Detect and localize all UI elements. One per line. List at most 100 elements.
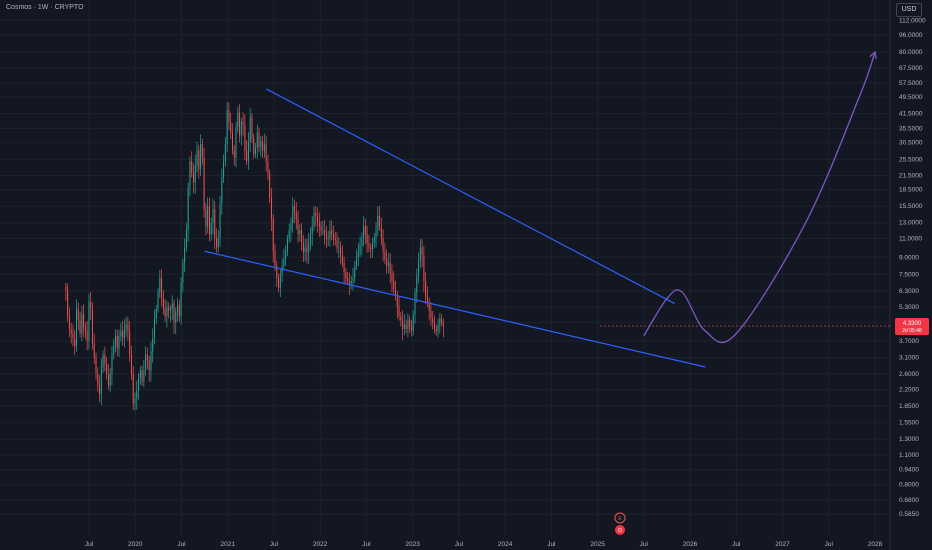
candle-body [306, 247, 308, 253]
candle-body [278, 278, 280, 288]
candle-body [99, 385, 101, 395]
price-tick-label: 35.5000 [899, 125, 923, 132]
price-tick-label: 25.5000 [899, 156, 923, 163]
candle-body [95, 357, 97, 374]
candle-body [370, 247, 372, 250]
candle-body [88, 301, 90, 341]
projection-curve[interactable] [643, 51, 876, 344]
candle-body [125, 324, 127, 329]
candle-body [318, 222, 320, 227]
candle-body [74, 338, 76, 347]
candle-body [325, 234, 327, 239]
candle-body [348, 280, 350, 284]
time-tick-label: Jul [85, 541, 94, 548]
event-marker-label: D [618, 528, 622, 534]
candle-body [393, 280, 395, 290]
candle-body [84, 326, 86, 332]
time-tick-label: Jul [732, 541, 741, 548]
candle-body [329, 230, 331, 239]
candle-body [102, 354, 104, 368]
candle-body [231, 132, 233, 151]
time-tick-label: Jul [455, 541, 464, 548]
candle-body [68, 316, 70, 329]
event-marker-dividend[interactable]: D [615, 525, 625, 535]
candle-body [134, 398, 136, 404]
price-tick-label: 1.1000 [899, 452, 919, 459]
price-tick-label: 1.8500 [899, 403, 919, 410]
candle-body [354, 266, 356, 279]
candle-body [441, 318, 443, 323]
candle-body [91, 308, 93, 344]
candle-body [430, 310, 432, 319]
price-tick-label: 6.3000 [899, 288, 919, 295]
candle-body [327, 238, 329, 240]
price-tick-label: 0.5850 [899, 511, 919, 518]
wedge-upper-trendline[interactable] [265, 88, 675, 305]
candle-body [366, 234, 368, 243]
candle-body [407, 320, 409, 329]
candle-body [375, 230, 377, 239]
candle-body [175, 312, 177, 323]
price-tick-label: 30.5000 [899, 140, 923, 147]
candle-body [143, 370, 145, 382]
candle-body [189, 161, 191, 188]
candle-body [302, 242, 304, 253]
candle-body [295, 212, 297, 220]
price-axis[interactable]: 0.5850 0.6800 0.8000 0.9400 1.1000 1.3000 1.55… [899, 17, 926, 518]
candle-body [187, 187, 189, 231]
price-tick-label: 2.2000 [899, 387, 919, 394]
price-tick-label: 13.0000 [899, 220, 923, 227]
candle-body [70, 328, 72, 334]
candle-body [301, 230, 303, 243]
candle-body [437, 324, 439, 332]
candle-body [246, 150, 248, 162]
candle-body [336, 240, 338, 248]
candle-body [153, 318, 155, 339]
candle-body [263, 144, 265, 151]
candle-body [350, 280, 352, 284]
candle-body [426, 295, 428, 302]
candle-body [168, 307, 170, 311]
candle-body [387, 262, 389, 267]
candle-body [356, 257, 358, 267]
candle-body [169, 308, 171, 311]
candle-body [155, 308, 157, 319]
candle-body [217, 238, 219, 248]
candle-body [79, 320, 81, 334]
projection-arrow-head [869, 50, 877, 60]
candle-body [311, 226, 313, 235]
currency-button[interactable]: USD [896, 3, 922, 17]
candle-body [272, 219, 274, 252]
candle-body [286, 238, 288, 253]
price-tick-label: 2.6000 [899, 371, 919, 378]
time-axis[interactable]: Jul 2020 Jul 2021 Jul 2022 Jul 2023 Jul 2024 Jul 20… [85, 541, 883, 548]
price-tick-label: 41.5000 [899, 111, 923, 118]
candle-series [65, 101, 444, 411]
price-tick-label: 7.5000 [899, 271, 919, 278]
candle-body [416, 275, 418, 293]
candle-body [292, 206, 294, 223]
candle-body [242, 121, 244, 125]
price-tick-label: 9.0000 [899, 254, 919, 261]
candle-body [382, 238, 384, 253]
price-tick-label: 67.5000 [899, 65, 923, 72]
candle-body [123, 328, 125, 339]
last-price-label: 4.3300 [903, 321, 922, 327]
candle-body [352, 278, 354, 281]
candle-body [260, 141, 262, 148]
candle-body [285, 252, 287, 260]
candle-body [304, 247, 306, 253]
candle-body [157, 292, 159, 309]
candle-body [364, 226, 366, 235]
time-tick-label: Jul [547, 541, 556, 548]
wedge-lower-trendline[interactable] [204, 250, 706, 368]
event-marker-earnings[interactable]: E [614, 512, 626, 524]
candle-body [207, 206, 209, 227]
price-tick-label: 21.5000 [899, 172, 923, 179]
candle-body [81, 314, 83, 334]
candle-body [371, 242, 373, 250]
price-tick-label: 3.1000 [899, 354, 919, 361]
candle-body [247, 141, 249, 162]
candle-body [368, 242, 370, 248]
